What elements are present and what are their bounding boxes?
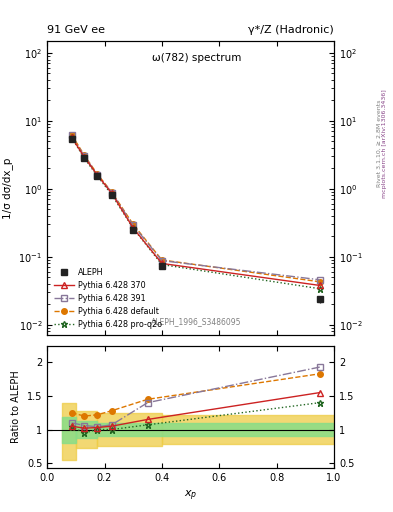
X-axis label: $x_p$: $x_p$ [184,489,197,503]
Text: ALEPH_1996_S3486095: ALEPH_1996_S3486095 [151,317,242,327]
Y-axis label: 1/σ dσ/dx_p: 1/σ dσ/dx_p [2,158,13,219]
Text: γ*/Z (Hadronic): γ*/Z (Hadronic) [248,25,334,35]
Text: ω(782) spectrum: ω(782) spectrum [152,53,241,63]
Text: Rivet 3.1.10, ≥ 2.8M events: Rivet 3.1.10, ≥ 2.8M events [377,100,382,187]
Y-axis label: Ratio to ALEPH: Ratio to ALEPH [11,371,21,443]
Text: 91 GeV ee: 91 GeV ee [47,25,105,35]
Text: mcplots.cern.ch [arXiv:1306.3436]: mcplots.cern.ch [arXiv:1306.3436] [382,89,387,198]
Legend: ALEPH, Pythia 6.428 370, Pythia 6.428 391, Pythia 6.428 default, Pythia 6.428 pr: ALEPH, Pythia 6.428 370, Pythia 6.428 39… [51,265,164,331]
